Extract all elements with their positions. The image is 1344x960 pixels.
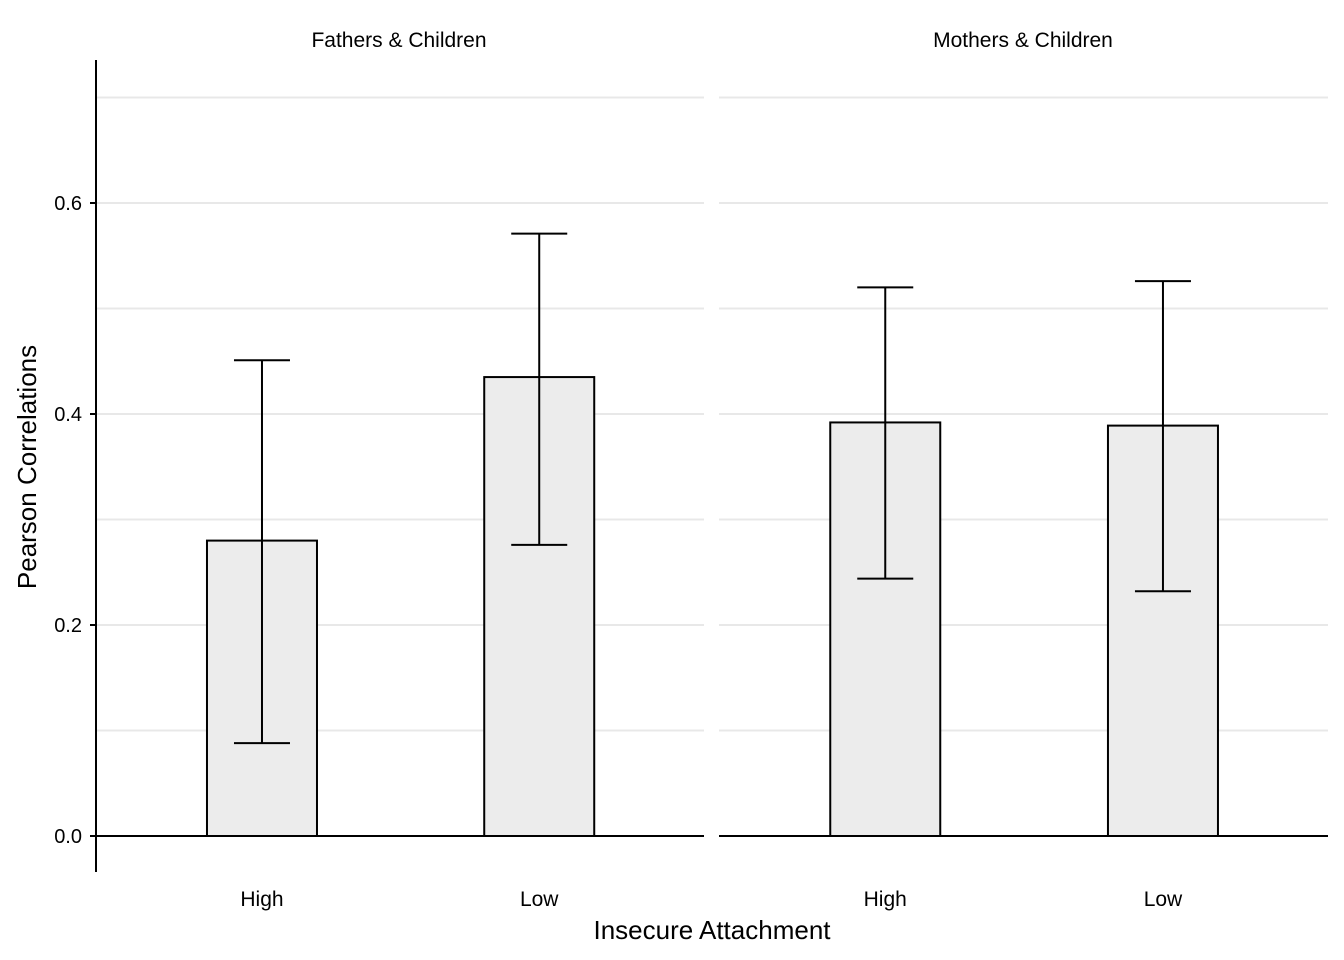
y-tick-label: 0.6 <box>54 193 82 215</box>
x-tick-label: High <box>864 888 907 911</box>
y-tick-label: 0.4 <box>54 404 82 426</box>
y-tick-label: 0.0 <box>54 826 82 848</box>
x-tick-label: Low <box>1144 888 1183 911</box>
x-axis-title: Insecure Attachment <box>593 915 831 945</box>
axes <box>90 60 1328 872</box>
panel-title-fathers: Fathers & Children <box>311 29 486 52</box>
y-tick-label: 0.2 <box>54 615 82 637</box>
labels: Fathers & Children Mothers & Children In… <box>12 29 1183 945</box>
gridlines <box>96 96 1328 732</box>
bars <box>205 232 1219 837</box>
y-axis-title: Pearson Correlations <box>12 345 42 589</box>
x-tick-label: High <box>240 888 283 911</box>
x-tick-label: Low <box>520 888 559 911</box>
panel-title-mothers: Mothers & Children <box>933 29 1113 52</box>
